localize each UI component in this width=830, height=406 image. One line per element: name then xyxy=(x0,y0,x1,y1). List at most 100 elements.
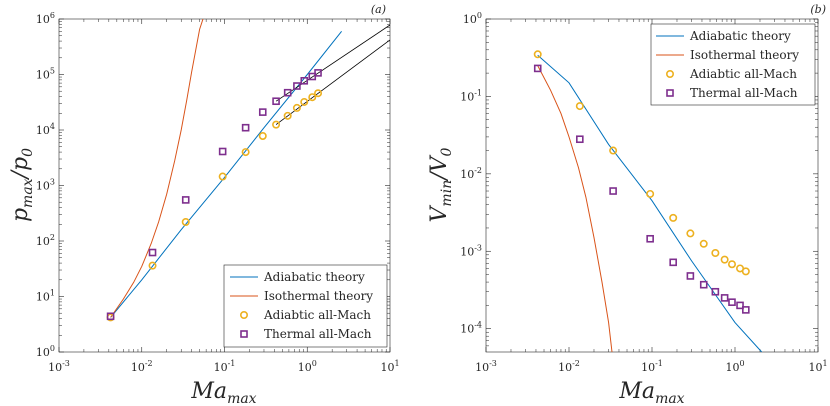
y-tick-label: 10-2 xyxy=(460,166,482,181)
y-tick-label: 106 xyxy=(36,11,55,26)
x-tick-label: 101 xyxy=(808,359,827,374)
data-point-thermal-all-mach xyxy=(686,272,695,280)
x-tick-label: 10-1 xyxy=(214,359,236,374)
x-tick-label: 10-2 xyxy=(558,359,580,374)
legend-swatch-adiabatic-sim-b xyxy=(665,70,674,79)
x-tick-label: 100 xyxy=(298,359,317,374)
legend-swatch-thermal-sim-a xyxy=(240,330,248,338)
data-point-thermal-all-mach xyxy=(711,287,720,296)
data-point-adiabtic-all-mach xyxy=(533,50,542,59)
data-point-thermal-all-mach xyxy=(314,69,322,77)
legend-label-adiabatic-sim-a: Adiabtic all-Mach xyxy=(263,308,371,322)
data-point-adiabtic-all-mach xyxy=(258,131,267,140)
data-point-adiabtic-all-mach xyxy=(741,267,750,276)
data-point-thermal-all-mach xyxy=(148,248,157,257)
legend-label-isothermal-theory-a: Isothermal theory xyxy=(264,289,373,303)
data-point-adiabtic-all-mach xyxy=(699,239,708,248)
y-tick-label: 100 xyxy=(463,11,482,26)
y-tick-label: 10-1 xyxy=(460,88,482,103)
panel-a: 10-3 10-2 10-1 100 101100101102103104105106 … xyxy=(8,3,400,406)
legend-swatch-adiabatic-sim-a xyxy=(240,310,249,319)
series-clip-group xyxy=(537,54,763,352)
ticks-a: 10-3 10-2 10-1 100 101 100 101 102 103 104 105 106 xyxy=(36,11,400,374)
series-line-adiabatic-theory xyxy=(537,54,763,352)
x-tick-label: 10-2 xyxy=(131,359,153,374)
legend-label-adiabatic-theory-b: Adiabatic theory xyxy=(689,29,791,43)
y-tick-label: 103 xyxy=(36,178,55,193)
panel-tag-b: (b) xyxy=(810,3,826,16)
legend-b: Adiabatic theory Isothermal theory Adiab… xyxy=(650,23,816,106)
y-axis-label-a: pmax/p0 xyxy=(8,148,36,222)
x-tick-label: 10-1 xyxy=(641,359,663,374)
data-point-thermal-all-mach xyxy=(258,108,267,116)
data-point-thermal-all-mach xyxy=(646,234,654,243)
legend-swatch-thermal-sim-b xyxy=(666,89,674,97)
y-tick-label: 10-4 xyxy=(460,321,482,336)
data-point-thermal-all-mach xyxy=(300,76,309,85)
data-point-thermal-all-mach xyxy=(241,123,250,132)
data-point-adiabtic-all-mach xyxy=(711,248,720,257)
data-point-adiabtic-all-mach xyxy=(609,146,618,155)
data-point-thermal-all-mach xyxy=(576,135,584,144)
data-point-adiabtic-all-mach xyxy=(669,213,678,222)
data-point-adiabtic-all-mach xyxy=(720,255,729,264)
y-tick-label: 104 xyxy=(36,122,55,137)
series-line-adiabatic-theory xyxy=(110,30,342,318)
data-point-adiabtic-all-mach xyxy=(272,120,281,129)
data-point-thermal-all-mach xyxy=(533,64,542,73)
legend-label-adiabatic-theory-a: Adiabatic theory xyxy=(263,270,365,284)
legend-box-b xyxy=(650,23,816,106)
legend-a: Adiabatic theory Isothermal theory Adiab… xyxy=(223,264,388,348)
data-point-thermal-all-mach xyxy=(742,306,750,314)
series-layer-b xyxy=(533,50,763,352)
data-point-adiabtic-all-mach xyxy=(292,103,301,112)
series-layer-a xyxy=(106,19,390,322)
data-point-thermal-all-mach xyxy=(736,301,744,310)
legend-label-thermal-sim-a: Thermal all-Mach xyxy=(264,327,372,341)
legend-label-thermal-sim-b: Thermal all-Mach xyxy=(690,86,798,100)
series-line-isothermal-theory xyxy=(537,65,613,352)
data-point-thermal-all-mach xyxy=(609,187,617,195)
data-point-adiabtic-all-mach xyxy=(283,111,292,120)
panel-b: 10-3 10-2 10-1 100 101 10-4 10-3 10-2 10-1 100 (b… xyxy=(427,3,828,406)
data-point-adiabtic-all-mach xyxy=(308,93,317,102)
y-tick-label: 100 xyxy=(36,344,55,359)
x-tick-label: 10-3 xyxy=(475,359,497,374)
x-tick-label: 100 xyxy=(725,359,744,374)
data-point-adiabtic-all-mach xyxy=(646,189,655,198)
series-line-isothermal-theory xyxy=(110,19,204,318)
data-point-adiabtic-all-mach xyxy=(181,217,190,226)
data-point-thermal-all-mach xyxy=(283,88,292,97)
data-point-adiabtic-all-mach xyxy=(727,260,736,269)
data-point-thermal-all-mach xyxy=(272,97,280,106)
data-point-thermal-all-mach xyxy=(669,258,677,267)
x-tick-label: 101 xyxy=(380,359,399,374)
data-point-thermal-all-mach xyxy=(181,196,190,204)
data-point-thermal-all-mach xyxy=(699,280,708,289)
data-point-adiabtic-all-mach xyxy=(148,261,157,270)
y-tick-label: 105 xyxy=(36,67,55,82)
x-tick-label: 10-3 xyxy=(48,359,70,374)
panel-tag-a: (a) xyxy=(371,3,386,16)
data-point-thermal-all-mach xyxy=(728,298,736,306)
legend-box-a xyxy=(223,264,388,348)
data-point-adiabtic-all-mach xyxy=(300,97,309,106)
y-tick-label: 102 xyxy=(36,233,55,248)
y-tick-label: 101 xyxy=(36,289,55,304)
legend-label-adiabatic-sim-b: Adiabtic all-Mach xyxy=(689,67,797,81)
data-point-adiabtic-all-mach xyxy=(686,229,695,238)
x-axis-label-a: Mamax xyxy=(190,379,256,406)
data-point-adiabtic-all-mach xyxy=(314,89,323,98)
y-axis-label-b: Vmin/V0 xyxy=(427,147,455,222)
data-point-thermal-all-mach xyxy=(106,312,115,321)
data-point-adiabtic-all-mach xyxy=(218,172,227,181)
legend-label-isothermal-theory-b: Isothermal theory xyxy=(690,48,799,62)
data-point-thermal-all-mach xyxy=(720,294,729,302)
ticks-b: 10-3 10-2 10-1 100 101 10-4 10-3 10-2 10-1 100 xyxy=(460,11,827,374)
data-point-adiabtic-all-mach xyxy=(575,102,584,111)
data-point-adiabtic-all-mach xyxy=(241,148,250,157)
x-axis-label-b: Mamax xyxy=(618,379,684,406)
data-point-thermal-all-mach xyxy=(293,82,301,90)
data-point-thermal-all-mach xyxy=(218,147,227,156)
